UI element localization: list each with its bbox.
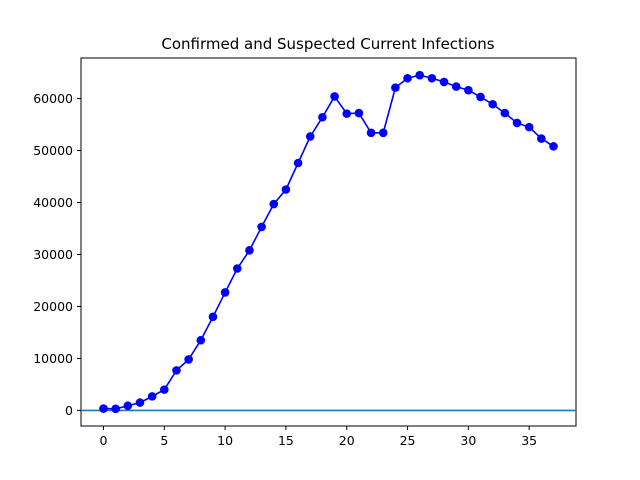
- data-point: [391, 83, 400, 92]
- chart-title: Confirmed and Suspected Current Infectio…: [161, 35, 494, 53]
- data-point: [330, 92, 339, 101]
- data-point: [488, 99, 497, 109]
- x-tick-label: 35: [521, 433, 537, 448]
- data-point: [366, 128, 376, 138]
- data-point: [160, 385, 169, 394]
- x-tick-label: 20: [339, 433, 355, 448]
- data-point: [172, 366, 181, 375]
- series-layer: [99, 70, 558, 414]
- data-point: [220, 288, 230, 297]
- y-tick-label: 0: [65, 403, 73, 418]
- data-point: [232, 264, 242, 273]
- data-point: [257, 222, 266, 232]
- plot-frame: [80, 57, 577, 427]
- data-point: [378, 128, 388, 138]
- x-tick-label: 25: [400, 433, 416, 448]
- y-tick-label: 10000: [33, 351, 73, 366]
- y-axis: 0 10000 20000 30000 40000 50000 60000: [33, 91, 81, 418]
- data-point: [196, 335, 206, 345]
- data-point: [208, 312, 218, 322]
- data-point: [415, 70, 425, 80]
- data-point: [451, 82, 461, 91]
- y-tick-label: 50000: [33, 143, 73, 158]
- data-point: [123, 401, 133, 411]
- data-point: [524, 122, 534, 132]
- x-tick-label: 5: [160, 433, 168, 448]
- data-point: [293, 158, 303, 168]
- data-point: [269, 199, 279, 209]
- y-tick-label: 20000: [33, 299, 73, 314]
- data-point: [500, 108, 510, 118]
- data-point: [281, 185, 291, 194]
- data-point: [245, 246, 254, 255]
- y-tick-label: 40000: [33, 195, 73, 210]
- data-point: [464, 85, 473, 95]
- x-tick-label: 0: [100, 433, 108, 448]
- x-axis: 0 5 10 15 20 25 30 35: [100, 426, 537, 448]
- data-point: [184, 355, 193, 364]
- series-line: [103, 74, 554, 410]
- data-point: [342, 109, 352, 118]
- data-point: [135, 398, 145, 407]
- data-point: [549, 142, 558, 151]
- plot-area: [80, 57, 577, 427]
- data-point: [147, 392, 157, 401]
- data-point: [439, 77, 449, 87]
- data-point: [318, 112, 327, 122]
- data-point: [403, 73, 412, 83]
- y-tick-label: 30000: [33, 247, 73, 262]
- data-point: [111, 404, 120, 414]
- x-tick-label: 30: [460, 433, 476, 448]
- data-point: [427, 73, 437, 83]
- data-point: [537, 134, 546, 143]
- y-tick-label: 60000: [33, 91, 73, 106]
- data-point: [99, 404, 108, 413]
- data-point: [476, 92, 485, 102]
- data-point: [305, 132, 315, 141]
- data-point: [512, 118, 522, 128]
- x-tick-label: 15: [278, 433, 294, 448]
- data-point: [354, 108, 364, 118]
- x-tick-label: 10: [217, 433, 233, 448]
